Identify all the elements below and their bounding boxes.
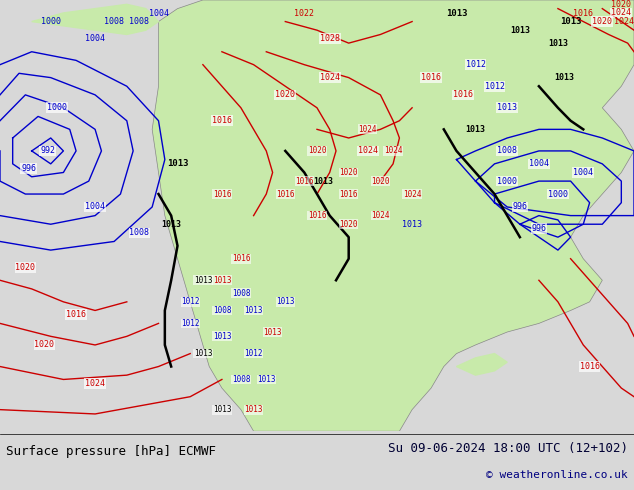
Text: 1020: 1020 [371, 176, 390, 186]
Text: 1024: 1024 [403, 190, 422, 198]
Text: 1016: 1016 [573, 9, 593, 18]
Text: 1000: 1000 [497, 176, 517, 186]
Text: 1016: 1016 [453, 90, 473, 99]
Text: 1016: 1016 [307, 211, 327, 220]
Text: 1008: 1008 [104, 17, 124, 26]
Text: 1013: 1013 [244, 405, 263, 414]
Text: 1013: 1013 [244, 306, 263, 315]
Text: 1020: 1020 [275, 90, 295, 99]
Text: 1013: 1013 [212, 332, 231, 341]
Text: 1008: 1008 [129, 17, 150, 26]
Text: Su 09-06-2024 18:00 UTC (12+102): Su 09-06-2024 18:00 UTC (12+102) [387, 442, 628, 455]
Text: 1016: 1016 [66, 310, 86, 319]
Text: 1013: 1013 [193, 349, 212, 358]
Text: 1016: 1016 [421, 73, 441, 82]
Text: 1028: 1028 [320, 34, 340, 43]
Text: 1016: 1016 [231, 254, 250, 263]
Text: 996: 996 [531, 224, 547, 233]
Text: 1013: 1013 [193, 276, 212, 285]
Text: 1004: 1004 [85, 34, 105, 43]
Text: 1012: 1012 [181, 297, 200, 306]
Text: 996: 996 [21, 164, 36, 172]
Text: 1008: 1008 [497, 147, 517, 155]
Text: 1013: 1013 [402, 220, 422, 229]
Text: 1013: 1013 [446, 9, 467, 18]
Text: 1013: 1013 [263, 327, 282, 337]
Text: Surface pressure [hPa] ECMWF: Surface pressure [hPa] ECMWF [6, 445, 216, 458]
Polygon shape [32, 4, 158, 34]
Text: 1024: 1024 [358, 125, 377, 134]
Text: 1016: 1016 [339, 190, 358, 198]
Text: 1022: 1022 [294, 9, 314, 18]
Text: 996: 996 [512, 202, 527, 212]
Polygon shape [539, 13, 621, 65]
Text: 1013: 1013 [161, 220, 181, 229]
Text: 1013: 1013 [510, 25, 530, 35]
Text: 1000: 1000 [47, 103, 67, 112]
Text: © weatheronline.co.uk: © weatheronline.co.uk [486, 470, 628, 480]
Text: 1020: 1020 [339, 168, 358, 177]
Polygon shape [456, 354, 507, 375]
Text: 1013: 1013 [167, 159, 188, 169]
Text: 1013: 1013 [212, 405, 231, 414]
Text: 1000: 1000 [548, 190, 568, 198]
Text: 992: 992 [40, 147, 55, 155]
Text: 1013: 1013 [465, 125, 486, 134]
Text: 1008: 1008 [212, 306, 231, 315]
Text: 1024: 1024 [371, 211, 390, 220]
Text: 1024: 1024 [320, 73, 340, 82]
Text: 1016: 1016 [295, 176, 314, 186]
Text: 1013: 1013 [497, 103, 517, 112]
Text: 1004: 1004 [573, 168, 593, 177]
Text: 1013: 1013 [554, 73, 574, 82]
Text: 1020: 1020 [15, 263, 36, 272]
Text: 1024: 1024 [358, 147, 378, 155]
Text: 1008: 1008 [231, 375, 250, 384]
Text: 1016: 1016 [212, 190, 231, 198]
Text: 1020: 1020 [592, 17, 612, 26]
PathPatch shape [152, 0, 634, 431]
Text: 1016: 1016 [212, 116, 232, 125]
Text: 1020: 1020 [307, 147, 327, 155]
Text: 1020: 1020 [611, 0, 631, 9]
Text: 1024: 1024 [614, 17, 634, 26]
Text: 1016: 1016 [276, 190, 295, 198]
Text: 1013: 1013 [313, 176, 333, 186]
Text: 1013: 1013 [560, 17, 581, 26]
Text: 1000: 1000 [41, 17, 61, 26]
Text: 1012: 1012 [465, 60, 486, 69]
Text: 1008: 1008 [231, 289, 250, 298]
Text: 1012: 1012 [244, 349, 263, 358]
Text: 1008: 1008 [129, 228, 150, 237]
Text: 1012: 1012 [181, 319, 200, 328]
Text: 1016: 1016 [579, 362, 600, 371]
Text: 1024: 1024 [85, 379, 105, 388]
Text: 1013: 1013 [257, 375, 276, 384]
Text: 1004: 1004 [85, 202, 105, 212]
Text: 1013: 1013 [212, 276, 231, 285]
Text: 1012: 1012 [484, 82, 505, 91]
Text: 1013: 1013 [276, 297, 295, 306]
Text: 1020: 1020 [34, 341, 55, 349]
Text: 1024: 1024 [611, 8, 631, 18]
Text: 1004: 1004 [529, 159, 549, 169]
Text: 1004: 1004 [148, 9, 169, 18]
Text: 1013: 1013 [548, 39, 568, 48]
Text: 1020: 1020 [339, 220, 358, 229]
Text: 1024: 1024 [384, 147, 403, 155]
